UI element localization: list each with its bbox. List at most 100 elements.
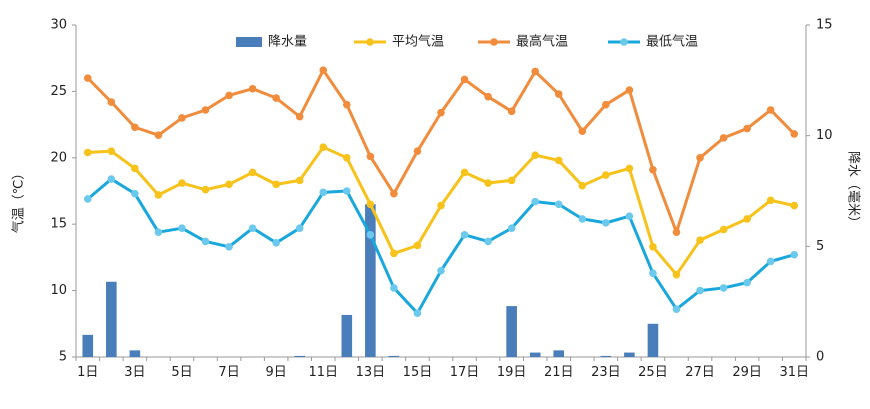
legend-swatch-marker (620, 38, 628, 46)
precipitation-bar (388, 355, 400, 357)
avg-temp-point (554, 156, 563, 165)
min-temp-point (649, 269, 657, 278)
min-temp-point (343, 187, 351, 195)
legend-label: 降水量 (268, 35, 307, 50)
avg-temp-point (743, 215, 751, 223)
left-axis-tick-label: 20 (50, 150, 67, 165)
max-temp-point (272, 94, 280, 102)
precipitation-bar (600, 355, 612, 357)
x-axis-tick-label: 19日 (497, 365, 527, 380)
min-temp-point (295, 224, 304, 232)
min-temp-point (107, 175, 116, 183)
right-axis-title: 降水（毫米） (846, 151, 862, 229)
x-axis-tick-label: 23日 (591, 365, 621, 380)
left-axis-tick-label: 5 (59, 350, 67, 365)
x-axis-tick-label: 31日 (779, 365, 809, 380)
right-axis-tick-label: 15 (816, 18, 833, 33)
min-temp-point (460, 231, 469, 239)
max-temp-point (790, 130, 799, 138)
max-temp-point (319, 66, 328, 74)
avg-temp-point (625, 164, 634, 173)
temperature-lines-group (83, 66, 799, 317)
min-temp-point (578, 215, 587, 223)
avg-temp-point (154, 191, 163, 199)
precipitation-bars-group (82, 204, 659, 357)
avg-temp-point (272, 180, 280, 189)
precipitation-bar (365, 204, 376, 357)
min-temp-point (743, 278, 751, 287)
max-temp-point (719, 134, 728, 142)
legend-swatch-marker (366, 38, 374, 46)
avg-temp-point (295, 176, 304, 185)
max-temp-point (766, 106, 775, 114)
avg-temp-point (437, 201, 445, 210)
legend-label: 最低气温 (646, 34, 698, 50)
min-temp-point (390, 284, 398, 292)
legend: 降水量 平均气温 最高气温 最低气温 (236, 34, 698, 50)
min-temp-point (484, 237, 492, 246)
avg-temp-point (719, 225, 728, 234)
avg-temp-point (672, 270, 681, 279)
precipitation-bar (341, 314, 353, 357)
min-temp-point (507, 224, 516, 232)
avg-temp-point (83, 148, 92, 157)
avg-temp-point (649, 242, 657, 251)
legend-label: 平均气温 (392, 34, 444, 50)
max-temp-point (460, 75, 469, 84)
max-temp-point (602, 100, 610, 109)
max-temp-point (578, 127, 587, 136)
max-temp-point (413, 147, 422, 155)
x-axis-tick-label: 29日 (732, 365, 762, 380)
avg-temp-point (766, 196, 775, 205)
min-temp-point (272, 238, 280, 247)
max-temp-point (107, 98, 116, 106)
min-temp-point (437, 266, 445, 275)
max-temp-point (131, 123, 139, 132)
avg-temp-point (225, 180, 233, 189)
max-temp-point (743, 124, 751, 133)
avg-temp-point (484, 179, 492, 187)
min-temp-point (625, 212, 634, 221)
left-axis-tick-label: 25 (50, 84, 67, 99)
left-axis-title: 气温（℃） (11, 167, 27, 234)
min-temp-point (790, 250, 799, 259)
min-temp-point (178, 224, 186, 232)
max-temp-point (507, 107, 516, 116)
precipitation-bar (129, 350, 141, 357)
max-temp-point (154, 131, 163, 140)
max-temp-point (390, 189, 398, 198)
precipitation-bar (647, 323, 659, 357)
x-axis-tick-label: 7日 (218, 365, 239, 380)
min-temp-point (696, 286, 704, 295)
min-temp-point (201, 237, 210, 246)
left-axis-tick-label: 30 (50, 18, 67, 33)
x-axis-tick-label: 3日 (124, 365, 145, 380)
max-temp-point (248, 84, 257, 93)
max-temp-point (225, 91, 233, 100)
avg-temp-point (507, 176, 516, 185)
max-temp-point (672, 228, 681, 236)
legend-label: 最高气温 (516, 34, 568, 50)
axes-group: 5 10 15 20 25 30 0 5 10 15 1日 3日 5日 7日 9日 11日 13日 15日 17日 1… (50, 18, 832, 381)
precipitation-bar (624, 352, 635, 357)
legend-swatch-bar (236, 37, 262, 47)
min-temp-point (672, 305, 681, 313)
avg-temp-point (107, 147, 116, 155)
avg-temp-point (413, 241, 422, 250)
avg-temp-point (531, 151, 539, 159)
min-temp-point (413, 309, 422, 317)
avg-temp-line (87, 145, 795, 277)
max-temp-point (366, 152, 375, 161)
avg-temp-point (343, 154, 351, 162)
max-temp-point (696, 154, 704, 162)
right-axis-tick-label: 5 (816, 239, 824, 254)
left-axis-tick-label: 15 (50, 217, 67, 232)
precipitation-bar (529, 352, 541, 357)
min-temp-point (602, 219, 610, 227)
x-axis-tick-label: 1日 (77, 365, 98, 380)
min-temp-point (366, 231, 375, 239)
max-temp-point (437, 108, 445, 117)
min-temp-point (131, 189, 139, 198)
x-axis-tick-label: 21日 (544, 365, 574, 380)
